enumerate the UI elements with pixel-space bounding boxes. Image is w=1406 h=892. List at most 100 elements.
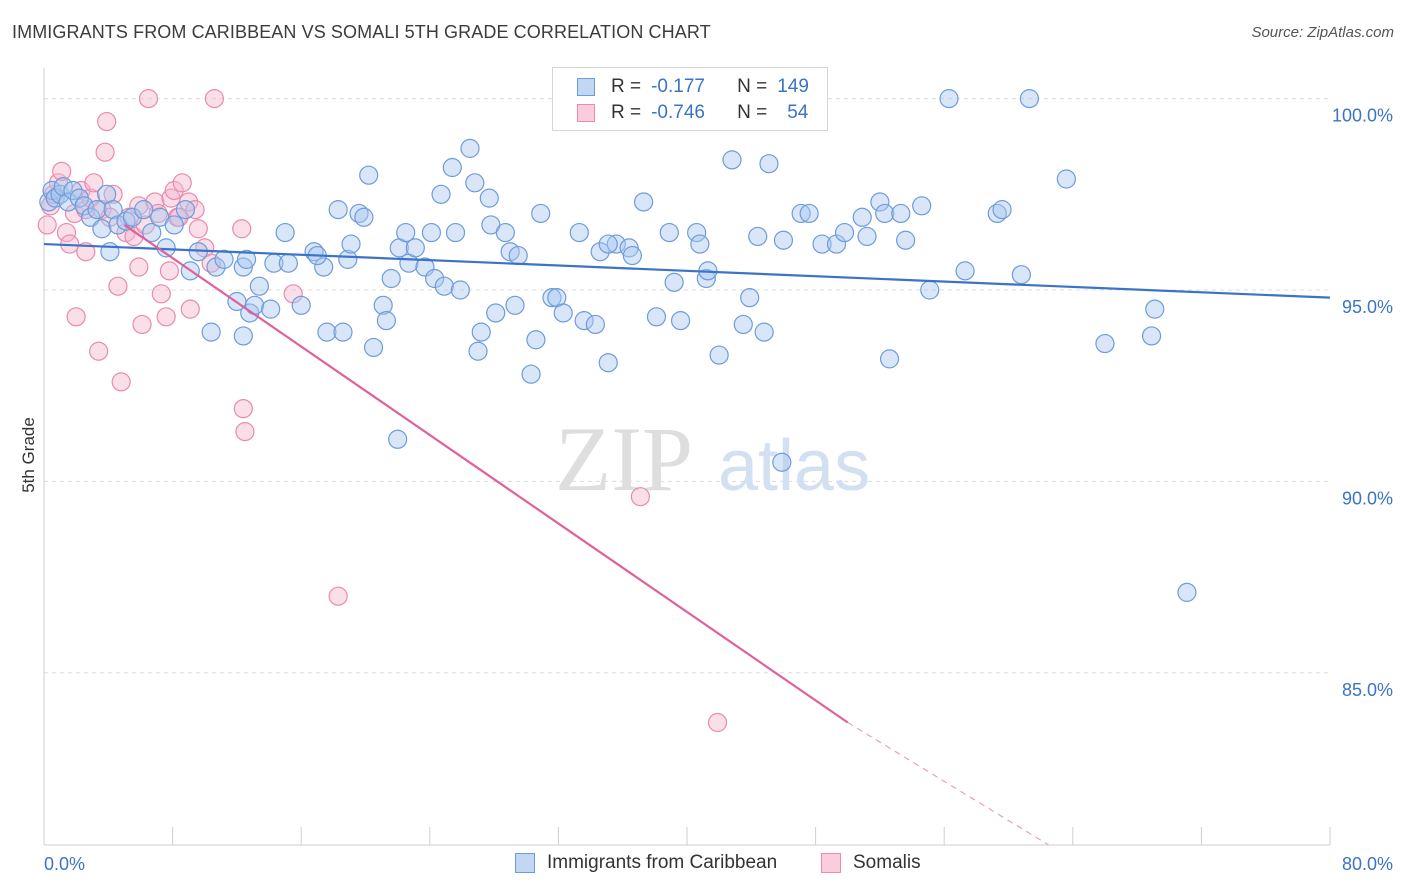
point-caribbean — [733, 314, 753, 335]
point-caribbean — [879, 349, 900, 369]
point-caribbean — [722, 150, 742, 170]
point-caribbean — [261, 299, 281, 319]
point-caribbean — [598, 353, 618, 373]
point-somalis — [64, 203, 85, 224]
point-caribbean — [709, 345, 729, 365]
point-caribbean — [175, 200, 196, 220]
point-somalis — [233, 399, 253, 419]
point-caribbean — [275, 222, 295, 243]
point-caribbean — [508, 245, 528, 266]
point-caribbean — [317, 322, 337, 342]
trend-lines — [43, 224, 1331, 846]
point-somalis — [129, 257, 149, 277]
point-somalis — [151, 284, 171, 304]
point-caribbean — [659, 222, 679, 243]
point-caribbean — [740, 288, 760, 308]
bottom-legend-somalis: Somalis — [821, 852, 921, 874]
point-caribbean — [495, 222, 515, 243]
point-caribbean — [670, 311, 691, 331]
point-caribbean — [333, 322, 353, 342]
point-caribbean — [1011, 265, 1031, 285]
point-caribbean — [590, 242, 610, 262]
point-caribbean — [912, 196, 932, 216]
point-caribbean — [622, 245, 642, 266]
point-caribbean — [687, 222, 707, 243]
point-caribbean — [376, 311, 396, 331]
point-caribbean — [471, 322, 491, 342]
x-tick-label: 80.0% — [1342, 854, 1393, 874]
legend-r-label: R = — [611, 76, 642, 97]
point-caribbean — [531, 203, 551, 224]
point-caribbean — [421, 222, 442, 243]
y-tick-label: 85.0% — [1342, 680, 1393, 700]
legend-n-value: 54 — [787, 102, 809, 123]
point-somalis — [76, 242, 96, 262]
point-caribbean — [388, 429, 408, 449]
point-caribbean — [857, 226, 877, 247]
point-somalis — [164, 180, 184, 201]
point-somalis — [283, 284, 303, 304]
point-caribbean — [542, 288, 562, 308]
point-caribbean — [646, 307, 667, 327]
point-somalis — [66, 307, 86, 327]
series-caribbean — [39, 89, 1197, 602]
point-caribbean — [772, 452, 792, 472]
point-caribbean — [852, 207, 872, 227]
point-caribbean — [1141, 326, 1162, 346]
point-somalis — [97, 111, 117, 132]
point-caribbean — [81, 207, 101, 227]
point-caribbean — [759, 154, 779, 174]
point-caribbean — [585, 314, 605, 335]
point-caribbean — [633, 192, 654, 212]
point-somalis — [156, 307, 176, 327]
point-somalis — [185, 200, 205, 220]
bottom-legend-caribbean: Immigrants from Caribbean — [515, 852, 777, 874]
point-caribbean — [431, 184, 451, 204]
point-somalis — [204, 89, 224, 109]
point-caribbean — [891, 203, 911, 224]
point-caribbean — [992, 200, 1012, 220]
point-caribbean — [233, 326, 253, 346]
point-caribbean — [939, 89, 959, 109]
point-caribbean — [74, 196, 94, 216]
point-somalis — [81, 188, 101, 208]
point-somalis — [108, 276, 128, 296]
point-caribbean — [236, 249, 257, 269]
point-caribbean — [799, 203, 819, 224]
legend-swatch-somalis — [577, 104, 595, 122]
legend-row-somalis: R = -0.746 N = 54 — [577, 100, 808, 126]
point-caribbean — [1095, 333, 1115, 354]
point-caribbean — [278, 253, 298, 273]
point-somalis — [328, 586, 348, 606]
tick-labels: 85.0% 90.0% 95.0% 100.0% 0.0% 80.0% — [44, 106, 1393, 874]
point-caribbean — [328, 200, 348, 220]
point-caribbean — [291, 295, 311, 315]
legend-swatch-caribbean — [577, 78, 595, 96]
legend-r-value: -0.746 — [651, 102, 705, 123]
point-caribbean — [445, 222, 466, 243]
grid-lines — [44, 98, 1330, 674]
point-somalis — [138, 89, 159, 109]
point-caribbean — [341, 234, 361, 254]
point-caribbean — [164, 215, 184, 235]
point-caribbean — [450, 280, 470, 300]
bottom-legend-swatch-caribbean — [515, 853, 535, 873]
point-caribbean — [1177, 582, 1197, 602]
point-somalis — [103, 184, 123, 204]
point-caribbean — [690, 234, 710, 254]
watermark-zip: ZIP — [555, 408, 693, 510]
point-caribbean — [381, 268, 401, 289]
point-caribbean — [479, 188, 499, 208]
watermark: ZIP atlas — [555, 408, 870, 510]
point-caribbean — [553, 303, 573, 323]
source-label: Source: ZipAtlas.com — [1251, 24, 1394, 41]
point-caribbean — [1056, 169, 1076, 189]
point-caribbean — [791, 203, 811, 224]
point-caribbean — [359, 165, 379, 185]
point-caribbean — [53, 177, 73, 197]
point-caribbean — [63, 180, 83, 201]
point-somalis — [630, 487, 650, 507]
point-somalis — [235, 422, 255, 442]
point-somalis — [111, 372, 131, 392]
point-caribbean — [875, 203, 895, 224]
